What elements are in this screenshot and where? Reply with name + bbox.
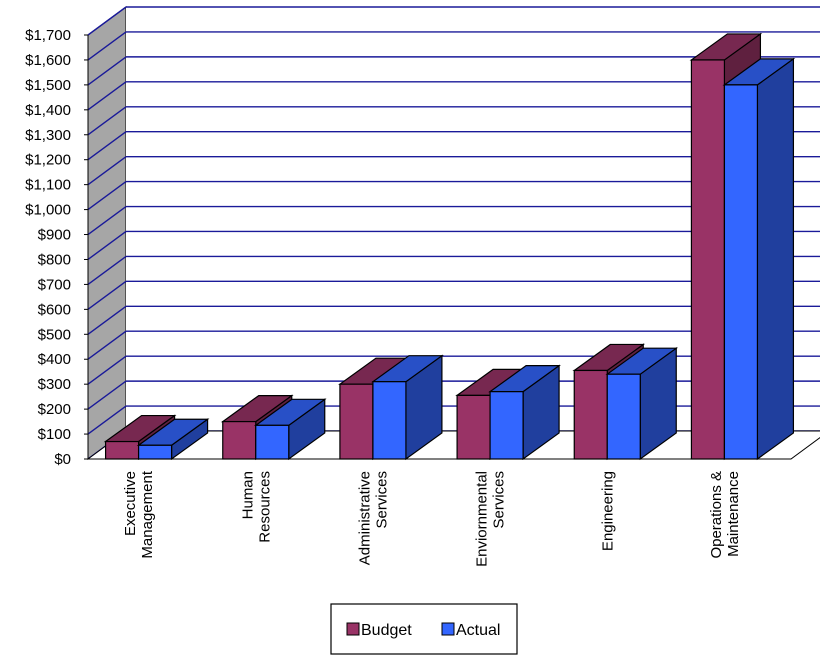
bar-front — [456, 394, 491, 460]
x-tick-label-line: Enviornmental — [474, 471, 491, 567]
gridline-side — [87, 106, 127, 136]
bar-actual — [371, 354, 444, 461]
legend-label: Actual — [456, 622, 500, 639]
bar-front — [723, 84, 759, 460]
x-tick-label-line: Management — [139, 470, 156, 558]
gridline-side — [87, 255, 127, 285]
bar-front — [137, 444, 173, 460]
legend-swatch — [346, 622, 360, 636]
bar-actual — [605, 347, 679, 461]
x-tick-label: EnviornmentalServices — [474, 471, 508, 567]
bar-front — [690, 59, 726, 460]
legend-label: Budget — [361, 622, 412, 639]
gridline-side — [87, 81, 127, 111]
y-tick-label: $100 — [38, 426, 71, 443]
legend: Budget Actual — [330, 603, 518, 655]
x-tick-label: ExecutiveManagement — [122, 470, 156, 558]
y-tick-label: $1,100 — [25, 177, 71, 194]
gridline-side — [87, 156, 127, 186]
x-tick-label-line: Services — [491, 471, 508, 529]
gridline-side — [87, 230, 127, 261]
bar-front — [104, 440, 140, 460]
x-tick-label-line: Engineering — [599, 471, 616, 551]
side-wall — [87, 6, 127, 460]
bar-front — [339, 383, 374, 460]
x-tick-label: Engineering — [599, 471, 616, 551]
legend-box — [330, 603, 518, 655]
x-tick-label-line: Maintenance — [725, 471, 742, 557]
y-tick-label: $800 — [38, 251, 71, 268]
x-tick-label-line: Operations & — [708, 471, 725, 559]
gridline-side — [87, 6, 127, 36]
bar-front — [372, 381, 407, 460]
bar-side — [756, 57, 795, 461]
x-tick-label-line: Executive — [122, 471, 139, 536]
gridline-side — [87, 131, 127, 161]
x-axis: ExecutiveManagement HumanResources Adminis… — [122, 470, 742, 567]
y-tick-label: $400 — [38, 351, 71, 368]
y-tick-label: $1,700 — [25, 27, 71, 44]
gridline-side — [87, 280, 127, 310]
bar-front — [489, 391, 524, 460]
gridline-side — [87, 380, 127, 410]
y-tick-label: $900 — [38, 227, 71, 244]
y-tick-label: $200 — [38, 401, 71, 418]
x-tick-label-line: Services — [373, 471, 390, 529]
y-tick-label: $1,500 — [25, 77, 71, 94]
bar-actual — [253, 398, 327, 461]
y-tick-label: $1,300 — [25, 127, 71, 144]
x-tick-label-line: Resources — [256, 471, 273, 543]
bars — [103, 32, 796, 461]
legend-swatch — [441, 622, 455, 636]
x-tick-label-line: Administrative — [356, 471, 373, 565]
y-tick-label: $600 — [38, 301, 71, 318]
y-tick-label: $1,200 — [25, 152, 71, 169]
bar-front — [573, 369, 608, 460]
bar-actual — [722, 57, 796, 461]
legend-item-budget: Budget — [346, 622, 412, 639]
gridline-side — [87, 56, 127, 86]
y-tick-label: $1,400 — [25, 102, 71, 119]
bar-front — [606, 373, 641, 460]
y-tick-label: $500 — [38, 326, 71, 343]
x-tick-label: AdministrativeServices — [356, 471, 390, 565]
x-tick-label: HumanResources — [239, 471, 273, 543]
y-tick-label: $300 — [38, 376, 71, 393]
y-tick-label: $1,600 — [25, 52, 71, 69]
y-tick-label: $0 — [54, 451, 71, 468]
x-tick-label-line: Human — [239, 471, 256, 519]
gridline-side — [87, 31, 127, 61]
bar-actual — [136, 418, 210, 461]
gridline-side — [87, 330, 127, 360]
gridline-side — [87, 305, 127, 335]
bar-actual — [488, 364, 561, 461]
y-axis: $0 $100 $200 $300 $400 $500 $600 $700 $800 $900 $1… — [25, 27, 89, 468]
legend-item-actual: Actual — [441, 622, 500, 639]
bar-front — [255, 424, 290, 460]
gridline-side — [87, 181, 127, 211]
gridline-side — [87, 205, 127, 236]
y-tick-label: $700 — [38, 276, 71, 293]
x-tick-label: Operations &Maintenance — [708, 471, 742, 559]
gridline-side — [87, 405, 127, 435]
bar-front — [222, 420, 257, 460]
y-tick-label: $1,000 — [25, 202, 71, 219]
gridline-side — [87, 355, 127, 385]
